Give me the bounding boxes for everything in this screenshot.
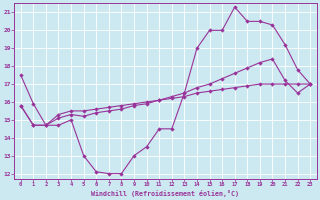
X-axis label: Windchill (Refroidissement éolien,°C): Windchill (Refroidissement éolien,°C) bbox=[92, 190, 239, 197]
